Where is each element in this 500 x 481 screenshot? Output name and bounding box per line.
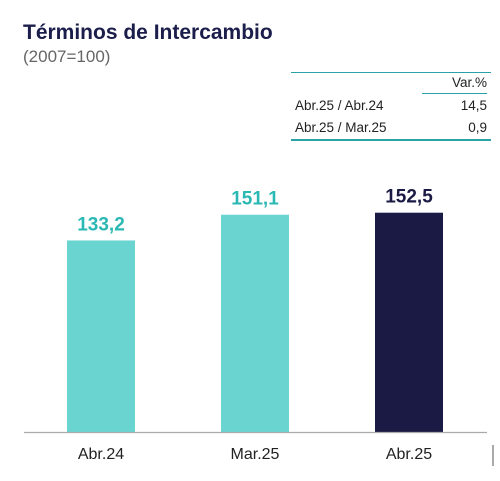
variation-table: Var.% Abr.25 / Abr.24 14,5 Abr.25 / Mar.… bbox=[291, 72, 491, 141]
bar bbox=[67, 240, 135, 432]
bar-value-label: 151,1 bbox=[231, 189, 279, 210]
variation-row: Abr.25 / Mar.25 0,9 bbox=[291, 117, 491, 139]
variation-row-label: Abr.25 / Mar.25 bbox=[295, 120, 387, 135]
x-tick-label: Abr.25 bbox=[386, 446, 432, 463]
chart-subtitle: (2007=100) bbox=[23, 47, 111, 66]
bar-value-label: 133,2 bbox=[77, 214, 125, 235]
variation-header-label: Var.% bbox=[422, 73, 487, 94]
chart-title: Términos de Intercambio bbox=[23, 21, 273, 44]
variation-row-value: 14,5 bbox=[460, 98, 487, 113]
bar-value-label: 152,5 bbox=[385, 187, 433, 208]
bar bbox=[375, 212, 443, 432]
variation-table-header: Var.% bbox=[291, 73, 491, 95]
bar bbox=[221, 214, 289, 432]
variation-row: Abr.25 / Abr.24 14,5 bbox=[291, 95, 491, 117]
variation-row-value: 0,9 bbox=[468, 120, 487, 135]
x-tick-label: Mar.25 bbox=[231, 446, 280, 463]
variation-row-label: Abr.25 / Abr.24 bbox=[295, 98, 384, 113]
x-tick-label: Abr.24 bbox=[78, 446, 124, 463]
